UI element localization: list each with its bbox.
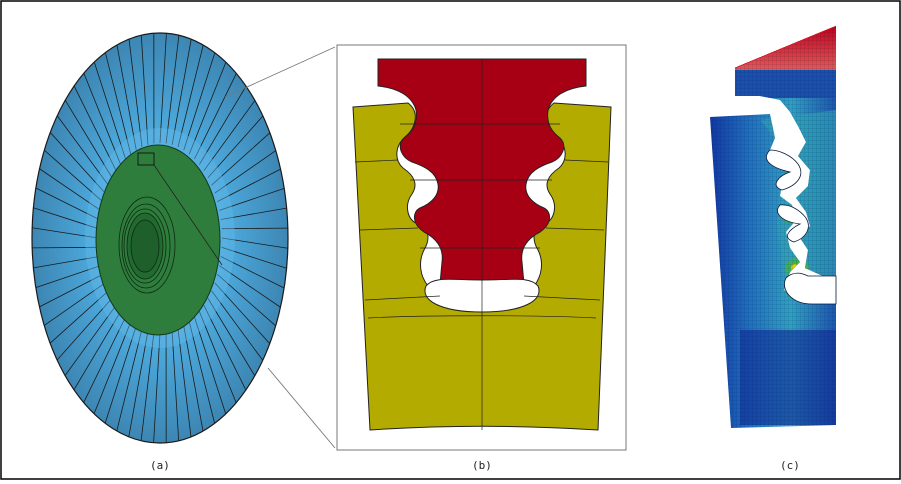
caption-a: (a): [150, 459, 170, 472]
caption-b: (b): [472, 459, 492, 472]
panel-b-fir-tree: [337, 45, 626, 450]
panel-a-turbine-disk: [32, 33, 288, 443]
caption-c: (c): [780, 459, 800, 472]
